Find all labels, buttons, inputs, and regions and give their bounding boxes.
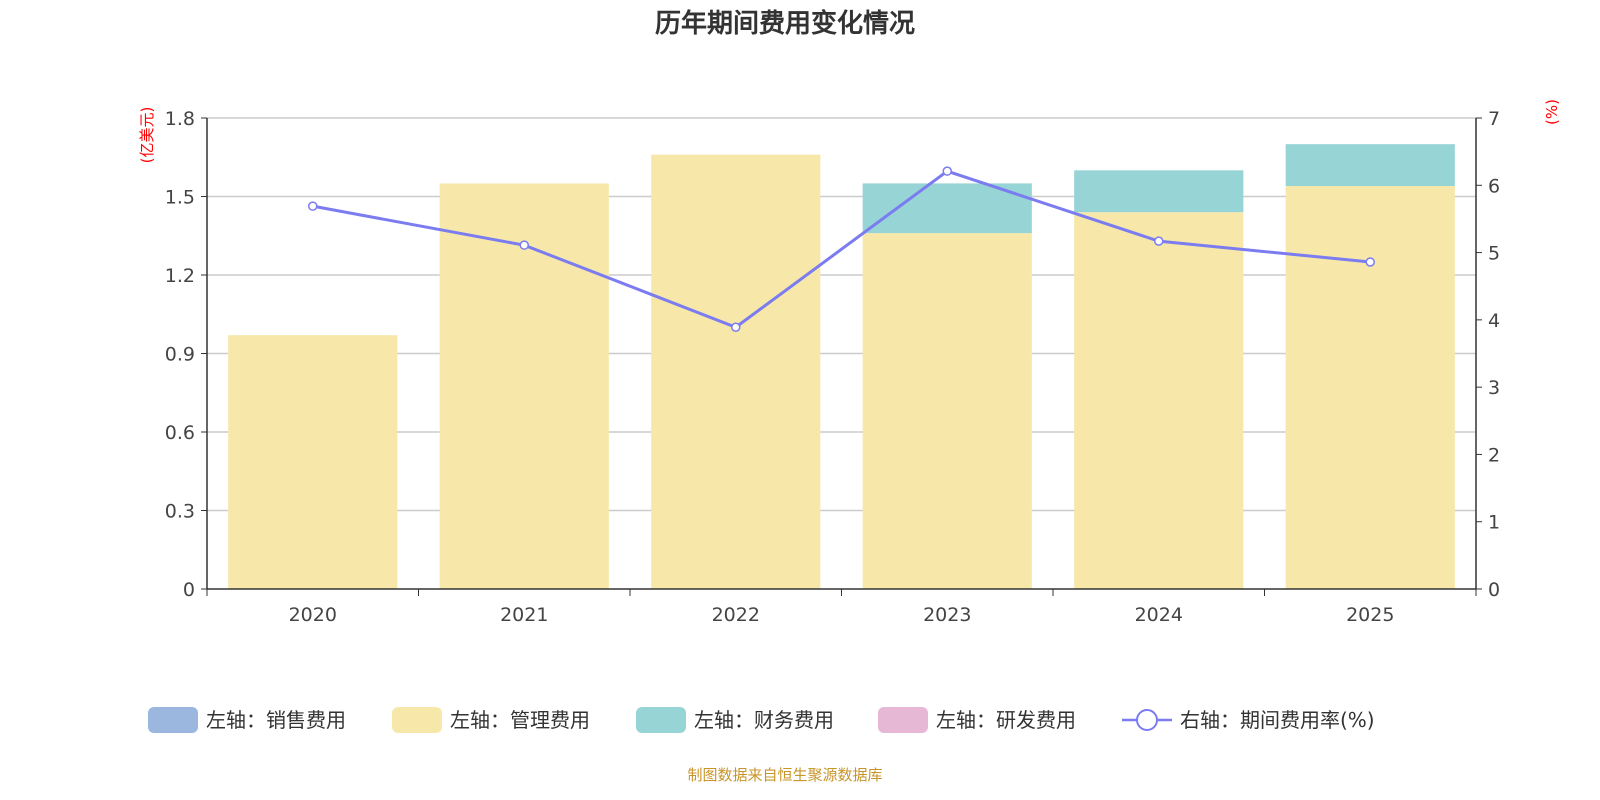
x-tick-label: 2025 (1346, 604, 1394, 626)
left-tick-label: 0.9 (165, 344, 195, 366)
x-tick-label: 2024 (1135, 604, 1183, 626)
right-tick-label: 3 (1488, 377, 1500, 399)
x-tick-label: 2022 (712, 604, 760, 626)
rate-point (942, 166, 952, 176)
left-axis-unit: (亿美元) (138, 107, 156, 164)
right-tick-label: 1 (1488, 512, 1500, 534)
x-tick-label: 2023 (923, 604, 971, 626)
bar-2020 (228, 335, 398, 589)
legend-swatch (392, 707, 442, 733)
rate-point (731, 322, 741, 333)
bar-2022 (651, 154, 821, 589)
left-tick-label: 0.3 (165, 501, 195, 523)
legend-label: 左轴：研发费用 (936, 708, 1076, 732)
right-axis-unit: (%) (1543, 99, 1561, 125)
right-tick-label: 7 (1488, 108, 1500, 130)
right-tick-label: 4 (1488, 310, 1500, 332)
right-tick-label: 5 (1488, 243, 1500, 265)
legend-swatch (148, 707, 198, 733)
left-tick-label: 1.2 (165, 265, 195, 287)
bar-2025 (1285, 186, 1455, 590)
left-tick-label: 0.6 (165, 422, 195, 444)
rate-point (1365, 257, 1375, 267)
legend-label: 左轴：财务费用 (694, 708, 834, 732)
legend-swatch (636, 707, 686, 733)
x-tick-label: 2020 (289, 604, 337, 626)
rate-point (1154, 236, 1164, 246)
legend-marker-icon (1136, 709, 1158, 731)
source-note: 制图数据来自恒生聚源数据库 (687, 766, 882, 784)
rate-point (308, 201, 318, 211)
bar-2023 (862, 183, 1032, 234)
bar-2023 (862, 233, 1032, 589)
chart-title: 历年期间费用变化情况 (655, 8, 915, 39)
bar-2024 (1074, 212, 1244, 589)
legend-label: 左轴：销售费用 (206, 708, 346, 732)
right-tick-label: 6 (1488, 175, 1500, 197)
rate-line (312, 169, 1371, 329)
left-tick-label: 0 (183, 579, 195, 601)
right-tick-label: 0 (1488, 579, 1500, 601)
bar-2021 (439, 183, 609, 589)
x-tick-label: 2021 (500, 604, 548, 626)
legend-label: 右轴：期间费用率(%) (1180, 708, 1375, 732)
rate-point (519, 240, 529, 250)
bar-2024 (1074, 170, 1244, 213)
legend-swatch (878, 707, 928, 733)
bar-2025 (1285, 144, 1455, 187)
left-tick-label: 1.5 (165, 187, 195, 209)
left-tick-label: 1.8 (165, 108, 195, 130)
right-tick-label: 2 (1488, 444, 1500, 466)
legend-label: 左轴：管理费用 (450, 708, 590, 732)
